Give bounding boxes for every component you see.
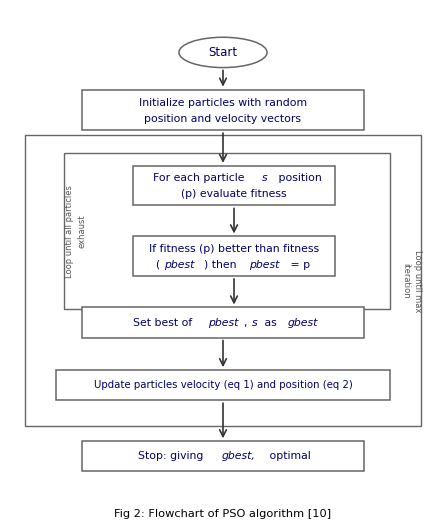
Text: Start: Start bbox=[208, 46, 238, 59]
Ellipse shape bbox=[179, 37, 267, 68]
Text: position and velocity vectors: position and velocity vectors bbox=[145, 114, 301, 124]
Text: Loop until all particles
exhaust: Loop until all particles exhaust bbox=[66, 185, 86, 278]
Text: If fitness (p) better than fitness: If fitness (p) better than fitness bbox=[149, 244, 319, 254]
Text: (: ( bbox=[156, 260, 160, 269]
Text: pbest: pbest bbox=[208, 317, 239, 327]
FancyBboxPatch shape bbox=[56, 370, 390, 400]
FancyBboxPatch shape bbox=[82, 307, 364, 338]
FancyBboxPatch shape bbox=[133, 237, 335, 276]
Text: Fig 2: Flowchart of PSO algorithm [10]: Fig 2: Flowchart of PSO algorithm [10] bbox=[115, 509, 331, 518]
Text: Loop until max
iteration: Loop until max iteration bbox=[401, 250, 422, 312]
Text: For each particle: For each particle bbox=[153, 173, 248, 183]
Text: gbest,: gbest, bbox=[221, 451, 255, 461]
Text: s: s bbox=[262, 173, 268, 183]
Text: ) then: ) then bbox=[204, 260, 240, 269]
FancyBboxPatch shape bbox=[82, 441, 364, 472]
Text: = p: = p bbox=[287, 260, 310, 269]
Text: Update particles velocity (eq 1) and position (eq 2): Update particles velocity (eq 1) and pos… bbox=[94, 380, 352, 390]
Text: Set best of: Set best of bbox=[132, 317, 195, 327]
Text: optimal: optimal bbox=[266, 451, 311, 461]
Text: Stop: giving: Stop: giving bbox=[138, 451, 207, 461]
Text: ,: , bbox=[244, 317, 251, 327]
FancyBboxPatch shape bbox=[82, 90, 364, 130]
Text: s: s bbox=[252, 317, 258, 327]
Text: pbest: pbest bbox=[165, 260, 195, 269]
Text: gbest: gbest bbox=[288, 317, 318, 327]
Text: as: as bbox=[261, 317, 281, 327]
Text: pbest: pbest bbox=[249, 260, 279, 269]
Text: position: position bbox=[275, 173, 322, 183]
FancyBboxPatch shape bbox=[133, 166, 335, 205]
Text: Initialize particles with random: Initialize particles with random bbox=[139, 98, 307, 108]
Text: (p) evaluate fitness: (p) evaluate fitness bbox=[181, 189, 287, 199]
